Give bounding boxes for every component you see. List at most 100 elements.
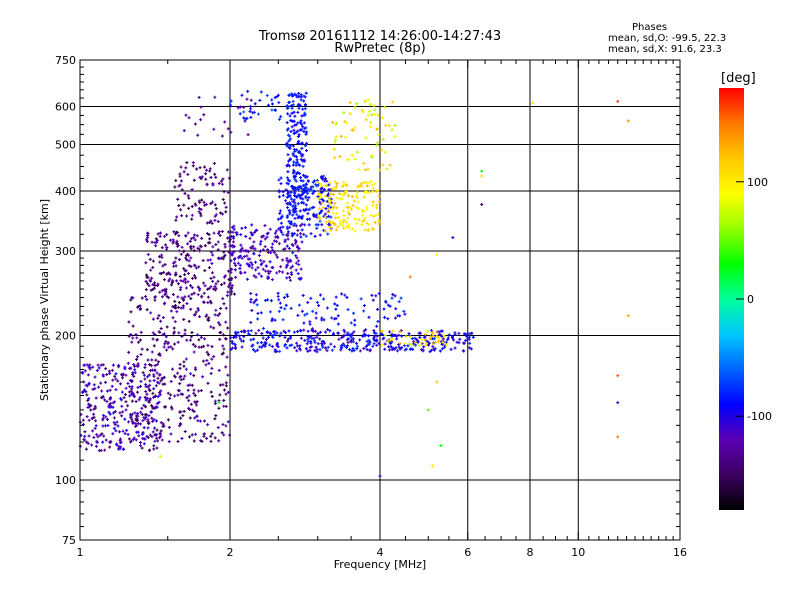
- data-point: [385, 167, 389, 171]
- data-point: [177, 258, 181, 262]
- data-point: [120, 373, 124, 377]
- data-point: [88, 363, 92, 367]
- data-point: [242, 255, 246, 259]
- data-point: [278, 301, 282, 305]
- data-point: [431, 334, 435, 338]
- data-point: [226, 373, 230, 377]
- data-point: [406, 344, 410, 348]
- data-point: [297, 139, 301, 143]
- data-point: [298, 277, 302, 281]
- data-point: [210, 261, 214, 265]
- data-point: [323, 229, 327, 233]
- data-point: [139, 410, 143, 414]
- data-point: [312, 205, 316, 209]
- x-tick-label: 8: [527, 546, 534, 559]
- data-point: [140, 446, 144, 450]
- data-point: [190, 213, 194, 217]
- data-point: [144, 261, 148, 265]
- data-point: [217, 401, 221, 405]
- data-point: [379, 329, 383, 333]
- data-point: [308, 320, 312, 324]
- data-point: [173, 305, 177, 309]
- data-point: [158, 260, 162, 264]
- data-point: [140, 347, 144, 351]
- data-point: [153, 433, 157, 437]
- data-point: [345, 344, 349, 348]
- data-point: [334, 184, 338, 188]
- data-point: [203, 203, 207, 207]
- data-point: [355, 341, 359, 345]
- data-point: [103, 398, 107, 402]
- data-point: [189, 247, 193, 251]
- colorbar-tick-label: 100: [747, 176, 768, 189]
- data-point: [145, 231, 149, 235]
- data-point: [210, 394, 214, 398]
- data-point: [216, 240, 220, 244]
- data-point: [155, 380, 159, 384]
- data-point: [404, 334, 408, 338]
- data-point: [290, 185, 294, 189]
- data-point: [162, 288, 166, 292]
- data-point: [291, 163, 295, 167]
- data-point: [107, 410, 111, 414]
- data-point: [217, 181, 221, 185]
- data-point: [191, 342, 195, 346]
- data-point: [249, 329, 253, 333]
- data-point: [290, 272, 294, 276]
- data-point: [212, 326, 216, 330]
- data-point: [291, 264, 295, 268]
- data-point: [238, 105, 242, 109]
- data-point: [193, 416, 197, 420]
- data-point: [141, 430, 145, 434]
- data-point: [167, 425, 171, 429]
- data-point: [210, 271, 214, 275]
- data-point: [414, 343, 418, 347]
- data-point: [392, 346, 396, 350]
- data-point: [289, 119, 293, 123]
- data-point: [306, 191, 310, 195]
- data-point: [213, 313, 217, 317]
- data-point: [178, 382, 182, 386]
- data-point: [286, 163, 290, 167]
- data-point: [150, 276, 154, 280]
- data-point: [294, 187, 298, 191]
- data-point: [384, 299, 388, 303]
- data-point: [391, 333, 395, 337]
- data-point: [180, 334, 184, 338]
- data-point: [209, 372, 213, 376]
- data-point: [368, 340, 372, 344]
- data-point: [217, 439, 221, 443]
- data-point: [464, 339, 468, 343]
- data-point: [329, 192, 333, 196]
- data-point: [206, 301, 210, 305]
- data-point: [361, 334, 365, 338]
- data-point: [304, 194, 308, 198]
- data-point: [281, 258, 285, 262]
- data-point: [300, 309, 304, 313]
- data-point: [317, 197, 321, 201]
- data-point: [149, 364, 153, 368]
- data-point: [259, 90, 263, 94]
- data-point: [207, 318, 211, 322]
- data-point: [209, 202, 213, 206]
- data-point: [91, 429, 95, 433]
- data-point: [252, 274, 256, 278]
- data-point: [152, 447, 156, 451]
- data-point: [285, 276, 289, 280]
- data-point: [178, 410, 182, 414]
- data-point: [292, 110, 296, 114]
- data-point: [293, 114, 297, 118]
- data-point: [144, 385, 148, 389]
- data-point: [290, 222, 294, 226]
- data-point: [335, 196, 339, 200]
- data-point: [190, 292, 194, 296]
- data-point: [261, 326, 265, 330]
- data-point: [145, 375, 149, 379]
- data-point: [194, 432, 198, 436]
- data-point: [113, 374, 117, 378]
- data-point: [292, 210, 296, 214]
- data-point: [342, 180, 346, 184]
- data-point: [222, 398, 226, 402]
- data-point: [245, 97, 249, 101]
- data-point: [325, 306, 329, 310]
